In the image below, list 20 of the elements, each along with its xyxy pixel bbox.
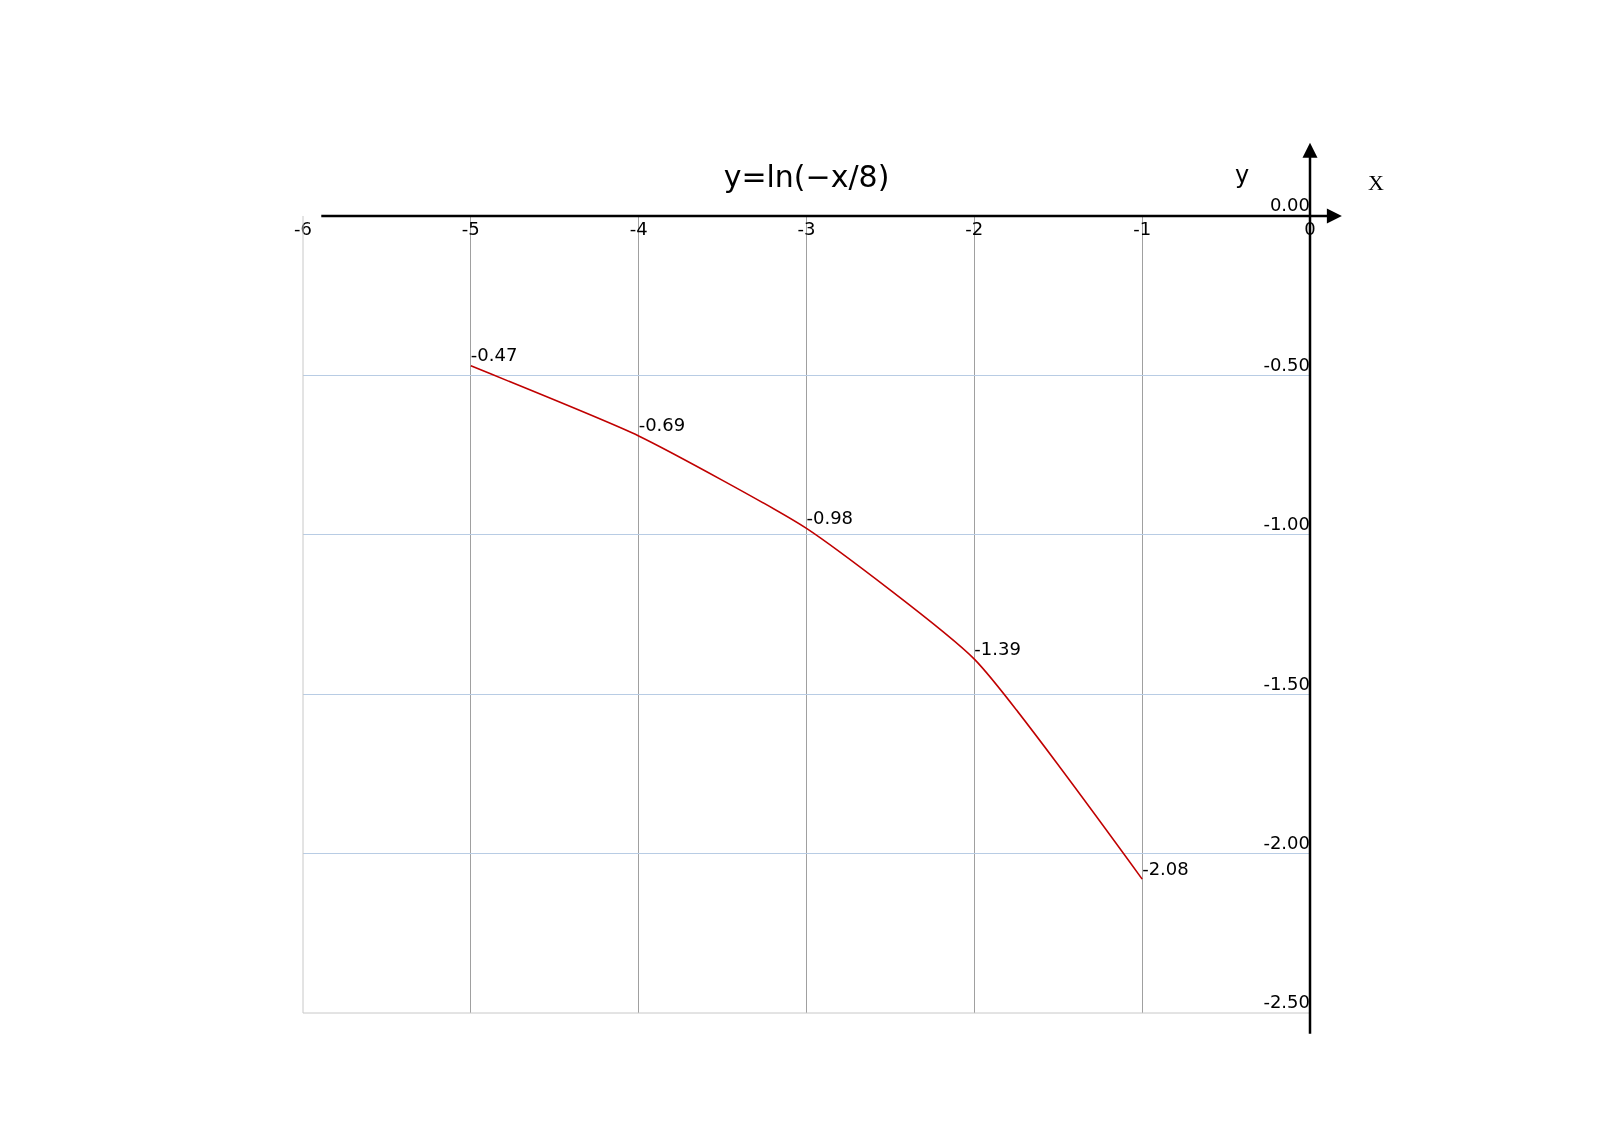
y-tick-label: -2.00 bbox=[1263, 831, 1310, 853]
x-tick-label: -6 bbox=[294, 218, 312, 239]
data-label: -2.08 bbox=[1142, 857, 1189, 879]
y-tick-label: -1.50 bbox=[1263, 672, 1310, 694]
y-tick-label: 0.00 bbox=[1269, 194, 1310, 216]
data-label: -0.98 bbox=[806, 506, 854, 528]
x-tick-label: -3 bbox=[797, 218, 816, 239]
data-label: -1.39 bbox=[974, 637, 1021, 659]
x-tick-label: -1 bbox=[1133, 218, 1152, 239]
x-tick-label: -2 bbox=[965, 218, 984, 239]
data-label: -0.47 bbox=[470, 344, 518, 366]
x-tick-label: -5 bbox=[461, 218, 480, 239]
x-tick-label: -4 bbox=[629, 218, 648, 239]
y-axis-title: y bbox=[1235, 161, 1250, 189]
data-label: -0.69 bbox=[638, 414, 686, 436]
y-tick-label: -0.50 bbox=[1263, 353, 1310, 375]
x-axis-title: X bbox=[1368, 170, 1384, 195]
chart-title: y=ln(−x/8) bbox=[723, 158, 890, 194]
y-tick-label: -2.50 bbox=[1263, 991, 1310, 1013]
y-tick-label: -1.00 bbox=[1263, 513, 1310, 535]
